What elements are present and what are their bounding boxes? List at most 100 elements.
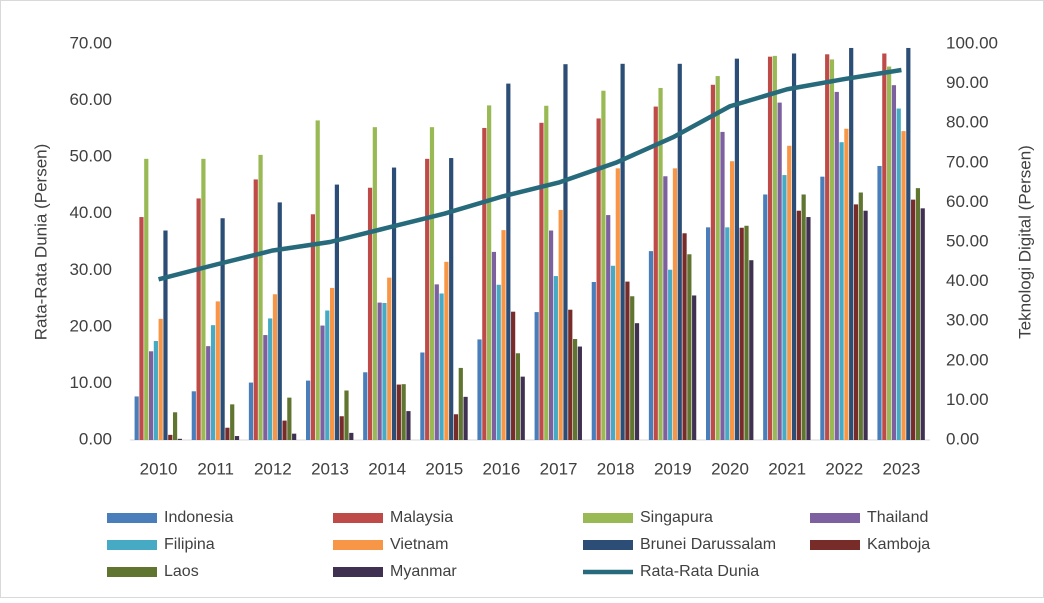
- bar: [891, 85, 897, 441]
- bar: [763, 194, 768, 440]
- x-tick-label: 2022: [825, 459, 863, 478]
- bar: [220, 218, 225, 440]
- legend-swatch: [107, 567, 157, 577]
- bar: [906, 47, 911, 441]
- bar: [496, 284, 501, 440]
- bar: [168, 434, 173, 440]
- bar: [501, 230, 506, 440]
- bar: [596, 118, 601, 440]
- bar: [420, 352, 425, 440]
- bar: [563, 64, 568, 441]
- x-tick-label: 2011: [197, 459, 234, 478]
- bar: [672, 168, 678, 440]
- bar: [606, 215, 611, 440]
- bar: [215, 301, 220, 440]
- bar: [520, 376, 525, 440]
- legend-swatch: [583, 513, 633, 523]
- bar: [730, 161, 735, 440]
- legend-label: Vietnam: [390, 536, 448, 553]
- bar: [268, 318, 273, 440]
- bar: [625, 281, 630, 440]
- bar: [277, 202, 282, 440]
- bar: [534, 312, 539, 440]
- bar: [825, 54, 830, 441]
- bar: [706, 227, 711, 440]
- bar: [330, 287, 335, 440]
- bar: [320, 325, 325, 440]
- bar: [206, 346, 211, 440]
- bar: [367, 187, 373, 440]
- bar: [858, 192, 863, 440]
- bar: [615, 168, 620, 440]
- bar: [834, 91, 839, 440]
- x-tick-label: 2021: [768, 459, 806, 478]
- bar: [506, 83, 511, 440]
- bar: [601, 90, 606, 440]
- y2-tick-label: 30.00: [946, 311, 989, 330]
- bar: [901, 131, 906, 440]
- bar: [725, 227, 730, 440]
- bar: [248, 382, 254, 440]
- bar: [772, 55, 777, 440]
- bar: [477, 339, 482, 440]
- bar: [449, 158, 454, 440]
- bar: [158, 318, 163, 440]
- x-tick-label: 2012: [254, 459, 292, 478]
- x-tick-label: 2019: [654, 459, 692, 478]
- bar: [253, 179, 258, 440]
- bar: [487, 105, 492, 440]
- bar: [849, 47, 854, 441]
- y-tick-label: 20.00: [69, 316, 112, 335]
- legend-label: Thailand: [867, 509, 928, 526]
- bar: [434, 284, 439, 440]
- bar: [406, 411, 411, 440]
- y-tick-label: 0.00: [79, 429, 112, 448]
- bar: [887, 66, 892, 441]
- bar: [648, 251, 654, 440]
- bar: [210, 325, 216, 440]
- bar: [877, 165, 882, 440]
- bar: [710, 84, 715, 441]
- y-tick-label: 70.00: [69, 33, 112, 52]
- x-tick-label: 2013: [311, 459, 349, 478]
- bar: [572, 339, 578, 440]
- y2-tick-label: 70.00: [946, 152, 989, 171]
- bar: [325, 310, 330, 440]
- y2-tick-label: 40.00: [946, 271, 989, 290]
- legend-label: Malaysia: [390, 509, 453, 526]
- bar: [391, 167, 397, 440]
- bar: [372, 127, 377, 440]
- y-axis-title: Rata-Rata Dunia (Persen): [31, 144, 50, 341]
- y2-tick-label: 50.00: [946, 231, 989, 250]
- bar: [863, 210, 868, 440]
- bar: [287, 397, 292, 440]
- bar: [577, 346, 582, 440]
- y-tick-label: 10.00: [69, 373, 112, 392]
- bar: [749, 260, 754, 440]
- bar: [634, 323, 640, 440]
- bar: [677, 63, 682, 441]
- bar: [439, 293, 444, 440]
- bar: [668, 269, 673, 440]
- bar: [315, 120, 320, 440]
- x-tick-label: 2018: [597, 459, 635, 478]
- bar: [387, 277, 392, 440]
- bar: [349, 432, 354, 440]
- bar: [734, 58, 739, 440]
- bar: [272, 294, 278, 440]
- bar: [620, 63, 625, 441]
- bar: [458, 367, 463, 440]
- bar: [363, 372, 368, 440]
- bar: [896, 108, 901, 440]
- bar: [829, 59, 835, 440]
- bar: [630, 296, 635, 440]
- bar: [715, 76, 720, 441]
- y2-tick-label: 100.00: [946, 33, 998, 52]
- bar: [591, 281, 596, 440]
- bar: [282, 420, 287, 440]
- bar: [306, 380, 311, 440]
- bar: [292, 433, 297, 440]
- bar: [515, 353, 521, 440]
- bar: [144, 158, 149, 440]
